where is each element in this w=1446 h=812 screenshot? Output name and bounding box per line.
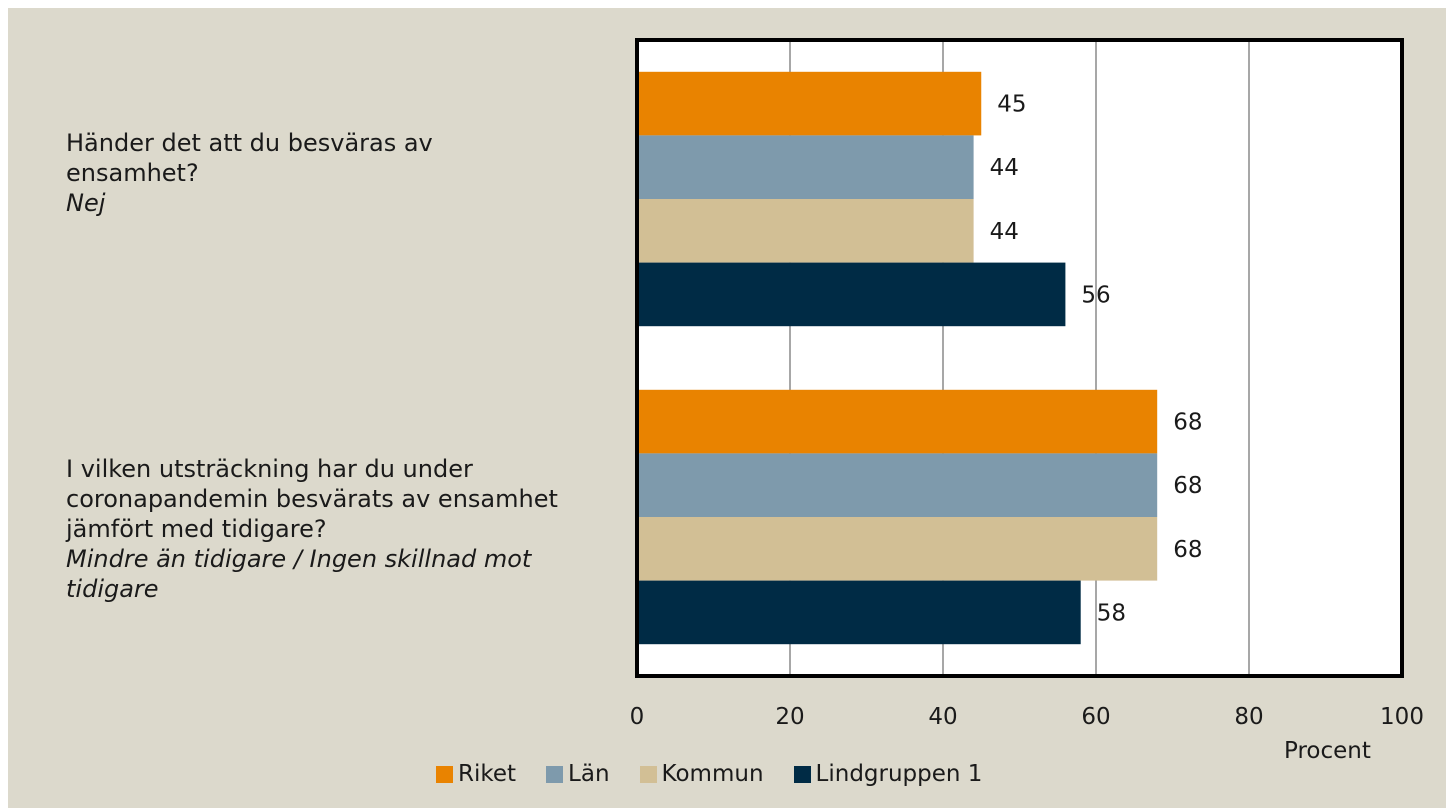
- bar: [637, 580, 1081, 645]
- data-label: 68: [1173, 473, 1202, 499]
- bar: [637, 71, 982, 136]
- category-answer: Nej: [66, 189, 106, 217]
- legend-item: Riket: [436, 761, 516, 787]
- data-label: 68: [1173, 537, 1202, 563]
- x-tick-label: 20: [775, 704, 804, 730]
- x-tick-label: 80: [1234, 704, 1263, 730]
- bar: [637, 453, 1158, 517]
- x-tick-label: 100: [1380, 704, 1424, 730]
- legend-label: Riket: [458, 761, 517, 787]
- category-label-loneliness: Händer det att du besväras av ensamhet? …: [66, 128, 506, 218]
- legend: Riket Län Kommun Lindgruppen 1: [436, 761, 982, 787]
- data-label: 44: [990, 219, 1019, 245]
- bar: [637, 199, 974, 263]
- data-label: 56: [1081, 282, 1110, 308]
- x-axis-title: Procent: [1284, 738, 1371, 764]
- data-label: 45: [997, 92, 1026, 118]
- bar: [637, 135, 974, 199]
- legend-swatch: [793, 765, 811, 783]
- data-label: 68: [1173, 410, 1202, 436]
- category-label-pandemic-loneliness: I vilken utsträckning har du under coron…: [66, 454, 586, 604]
- data-label: 58: [1097, 600, 1126, 626]
- legend-swatch: [546, 765, 564, 783]
- bar: [637, 389, 1158, 454]
- category-question: I vilken utsträckning har du under coron…: [66, 455, 558, 543]
- legend-item: Lindgruppen 1: [793, 761, 983, 787]
- legend-item: Län: [546, 761, 610, 787]
- data-label: 44: [990, 155, 1019, 181]
- x-axis-ticks: 0 20 40 60 80 100: [630, 704, 1424, 730]
- legend-item: Kommun: [639, 761, 764, 787]
- x-tick-label: 0: [630, 704, 645, 730]
- category-answer: Mindre än tidigare / Ingen skillnad mot …: [66, 545, 532, 603]
- legend-label: Kommun: [661, 761, 764, 787]
- x-tick-label: 40: [928, 704, 957, 730]
- plot-frame: [635, 38, 1404, 678]
- legend-label: Lindgruppen 1: [815, 761, 983, 787]
- bar: [637, 517, 1158, 581]
- category-question: Händer det att du besväras av ensamhet?: [66, 129, 433, 187]
- legend-label: Län: [568, 761, 610, 787]
- legend-swatch: [639, 765, 657, 783]
- data-labels: 45 44 44 56 68 68 68 58: [990, 92, 1203, 627]
- bars: [637, 71, 1158, 645]
- legend-swatch: [436, 765, 453, 783]
- x-tick-label: 60: [1081, 704, 1110, 730]
- bar: [637, 262, 1066, 327]
